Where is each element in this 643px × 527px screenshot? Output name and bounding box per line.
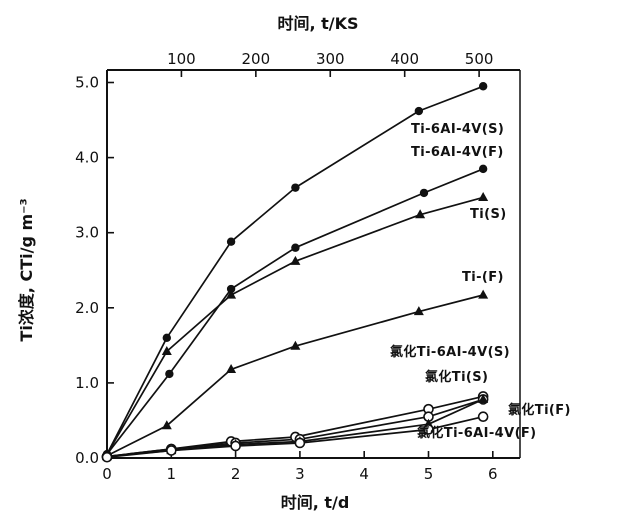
series-label-3: Ti-(F) [462, 270, 504, 285]
data-point-dot [478, 164, 488, 174]
data-point-dot [226, 284, 236, 294]
data-point-triangle [290, 340, 301, 350]
data-point-triangle [415, 209, 426, 219]
data-point-dot [162, 333, 171, 343]
series-lines-layer [106, 85, 484, 459]
series-line-3 [106, 294, 484, 457]
data-point-dot [165, 369, 174, 379]
x-tick-label: 3 [295, 465, 305, 483]
data-point-circle [294, 437, 306, 449]
x-tick-label: 1 [167, 465, 177, 483]
data-point-circle [477, 411, 489, 422]
data-point-triangle [290, 255, 301, 265]
x-tick-label: 5 [424, 465, 434, 483]
y-axis-title: Ti浓度, CTi/g m⁻³ [17, 198, 36, 341]
y-tick-label: 0.0 [75, 449, 99, 467]
data-point-dot [291, 183, 300, 192]
x-tick-label: 0 [102, 465, 112, 483]
axes-layer [106, 69, 521, 459]
data-point-dot [478, 82, 488, 91]
y-tick-label: 1.0 [75, 374, 99, 392]
y-tick-label: 5.0 [75, 74, 99, 92]
series-line-1 [106, 168, 484, 455]
data-point-triangle [478, 394, 489, 404]
series-line-5 [106, 398, 484, 458]
data-point-dot [419, 188, 429, 198]
y-tick-label: 4.0 [75, 149, 99, 167]
y-tick-label: 3.0 [75, 224, 99, 242]
series-label-4: 氯化Ti-6AI-4V(S) [390, 344, 510, 360]
top-tick-label: 300 [316, 50, 345, 68]
data-point-dot [226, 237, 236, 246]
series-label-7: 氯化Ti-6AI-4V(F) [417, 425, 537, 441]
data-point-triangle [478, 289, 489, 299]
series-line-7 [106, 415, 484, 459]
series-label-6: 氯化Ti(F) [508, 402, 571, 418]
series-label-5: 氯化Ti(S) [425, 369, 488, 385]
markers-layer [101, 82, 489, 463]
x-tick-label: 2 [231, 465, 241, 483]
data-point-dot [414, 106, 424, 116]
top-tick-label: 500 [465, 50, 494, 68]
x-axis-title: 时间, t/d [281, 493, 350, 512]
data-point-circle [423, 424, 434, 435]
data-point-dot [291, 243, 300, 252]
data-point-circle [230, 440, 241, 452]
x-tick-label: 6 [488, 465, 498, 483]
series-label-1: Ti-6AI-4V(F) [411, 145, 504, 160]
x-tick-label: 4 [359, 465, 369, 483]
top-tick-label: 200 [242, 50, 271, 68]
y-tick-label: 2.0 [75, 299, 99, 317]
series-labels-layer: Ti-6AI-4V(S) Ti-6AI-4V(F) Ti(S) Ti-(F) 氯化Ti-… [390, 122, 571, 441]
series-line-0 [106, 85, 484, 455]
top-tick-label: 100 [167, 50, 196, 68]
top-axis-title: 时间, t/KS [277, 14, 358, 33]
data-point-triangle [413, 306, 424, 316]
top-tick-label: 400 [390, 50, 419, 68]
data-point-circle [166, 445, 177, 456]
data-point-triangle [226, 363, 237, 373]
series-line-2 [106, 196, 484, 455]
data-point-triangle [478, 192, 489, 202]
data-point-triangle [226, 289, 237, 299]
data-point-triangle [161, 345, 172, 355]
data-point-circle [101, 451, 113, 463]
series-label-0: Ti-6AI-4V(S) [411, 122, 504, 137]
ticks-layer: 0 1 2 3 4 5 6 0.0 1.0 2.0 3.0 4.0 5.0 100 200 300 400 500 [75, 50, 497, 483]
data-point-triangle [161, 420, 172, 430]
series-label-2: Ti(S) [470, 207, 507, 222]
